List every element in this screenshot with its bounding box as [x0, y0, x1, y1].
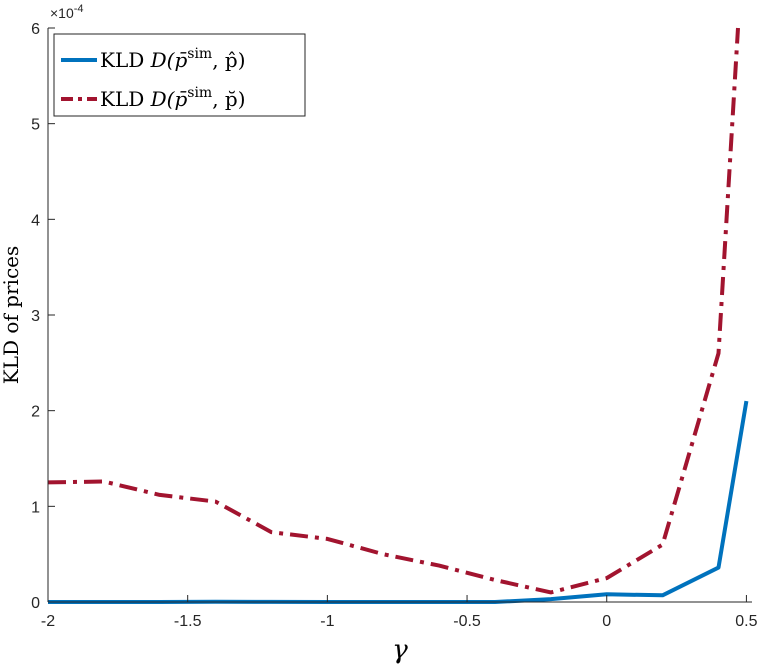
legend-box: [53, 33, 306, 117]
x-axis-label: γ: [392, 635, 408, 665]
legend-label-series-2: KLD D(p̄sim, p̆): [100, 85, 246, 111]
legend-label-series-1: KLD D(p̄sim, p̂): [100, 46, 246, 72]
legend: KLD D(p̄sim, p̂) KLD D(p̄sim, p̆): [53, 33, 306, 117]
y-tick-label: 4: [31, 212, 40, 229]
tick-layer: -2 -1.5 -1 -0.5 0 0.5 0 1 2 3 4 5 6: [31, 21, 758, 630]
y-tick-label: 2: [31, 404, 40, 421]
y-tick-label: 1: [31, 499, 40, 516]
y-tick-label: 0: [31, 595, 40, 612]
x-tick-label: 0.5: [735, 613, 757, 630]
y-tick-label: 3: [31, 308, 40, 325]
y-exponent-label: ×10-4: [50, 3, 84, 21]
series-line-2: [47, 27, 740, 595]
x-tick-label: -1.5: [174, 613, 202, 630]
y-tick-label: 5: [31, 117, 40, 134]
y-axis-label: KLD of prices: [0, 246, 23, 384]
plot-area: [48, 28, 752, 602]
y-tick-label: 6: [31, 21, 40, 38]
x-tick-label: -0.5: [453, 613, 481, 630]
x-tick-label: -1: [320, 613, 334, 630]
x-tick-label: -2: [41, 613, 55, 630]
x-tick-label: 0: [602, 613, 611, 630]
